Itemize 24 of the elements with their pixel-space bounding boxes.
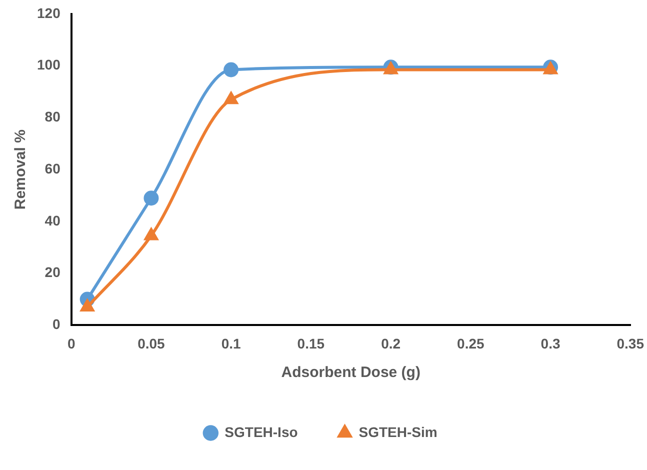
y-tick-label: 60: [44, 160, 61, 176]
point: [80, 300, 94, 312]
point: [144, 190, 159, 206]
y-tick-label: 40: [44, 212, 61, 228]
x-tick-label: 0.15: [297, 335, 325, 352]
y-tick-label: 80: [44, 108, 61, 125]
x-tick-label: 0.2: [381, 335, 401, 352]
y-tick-label: 100: [37, 56, 61, 73]
x-tick-label: 0.05: [138, 335, 166, 352]
legend-label: SGTEH-Sim: [358, 424, 438, 440]
x-tick-label: 0.1: [221, 335, 242, 352]
x-tick-label: 0.35: [616, 335, 644, 352]
y-axis-title: Removal %: [12, 130, 30, 210]
x-tick-label: 0: [67, 335, 76, 352]
y-tick-label: 120: [37, 4, 61, 21]
x-tick-label: 0.3: [540, 335, 560, 352]
y-tick-label: 0: [52, 316, 61, 332]
point: [224, 62, 239, 78]
x-axis-title: Adsorbent Dose (g): [281, 364, 420, 382]
x-tick-label: 0.25: [457, 335, 484, 352]
point: [224, 92, 238, 104]
point: [144, 228, 158, 240]
legend-label: SGTEH-Iso: [224, 424, 298, 440]
y-tick-label: 20: [44, 264, 61, 280]
